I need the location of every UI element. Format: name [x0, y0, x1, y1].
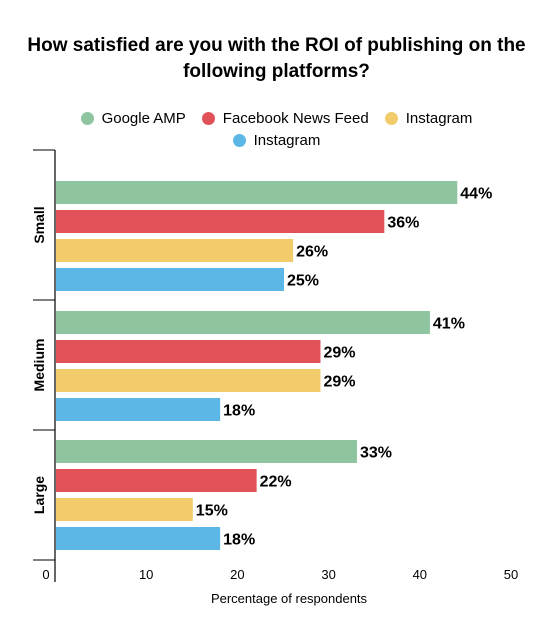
legend-item-instagram-yellow: Instagram: [384, 108, 473, 128]
legend-label: Google AMP: [101, 109, 186, 127]
bar: [56, 268, 284, 291]
bar: [56, 239, 294, 262]
bar: [56, 527, 221, 550]
x-tick-label: 30: [321, 567, 335, 582]
data-label: 41%: [433, 316, 465, 333]
legend-label: Instagram: [405, 109, 473, 127]
legend-marker: [232, 133, 246, 147]
bar: [56, 311, 430, 334]
category-label-medium: Medium: [31, 339, 47, 392]
x-tick-label: 10: [139, 567, 153, 582]
legend-marker: [80, 111, 94, 125]
data-label: 25%: [287, 273, 319, 290]
bar: [56, 498, 193, 521]
data-label: 33%: [360, 445, 392, 462]
data-label: 36%: [387, 215, 419, 232]
data-label: 18%: [223, 403, 255, 420]
chart-title: How satisfied are you with the ROI of pu…: [27, 35, 526, 82]
data-label: 29%: [323, 374, 355, 391]
category-label-large: Large: [31, 476, 47, 514]
legend-marker: [201, 111, 215, 125]
bar: [56, 340, 321, 363]
legend-label: Facebook News Feed: [222, 109, 369, 127]
legend-marker: [384, 111, 398, 125]
legend-item-facebook-news-feed: Facebook News Feed: [201, 108, 369, 128]
bar: [56, 469, 257, 492]
x-tick-label: 40: [413, 567, 427, 582]
data-label: 44%: [460, 186, 492, 203]
data-label: 18%: [223, 532, 255, 549]
x-tick-label: 50: [504, 567, 518, 582]
legend-item-google-amp: Google AMP: [80, 108, 186, 128]
x-tick-label: 0: [42, 567, 49, 582]
chart-legend: Google AMP Facebook News Feed Instagram …: [40, 108, 513, 150]
x-tick-label: 20: [230, 567, 244, 582]
bar: [56, 369, 321, 392]
bar: [56, 440, 357, 463]
bar: [56, 398, 221, 421]
bar: [56, 210, 385, 233]
legend-label: Instagram: [253, 131, 321, 149]
bar: [56, 181, 458, 204]
data-label: 22%: [260, 474, 292, 491]
legend-item-instagram-blue: Instagram: [232, 130, 321, 150]
x-axis-title: Percentage of respondents: [211, 591, 368, 606]
data-label: 29%: [323, 345, 355, 362]
data-label: 26%: [296, 244, 328, 261]
category-label-small: Small: [31, 206, 47, 243]
data-label: 15%: [196, 503, 228, 520]
